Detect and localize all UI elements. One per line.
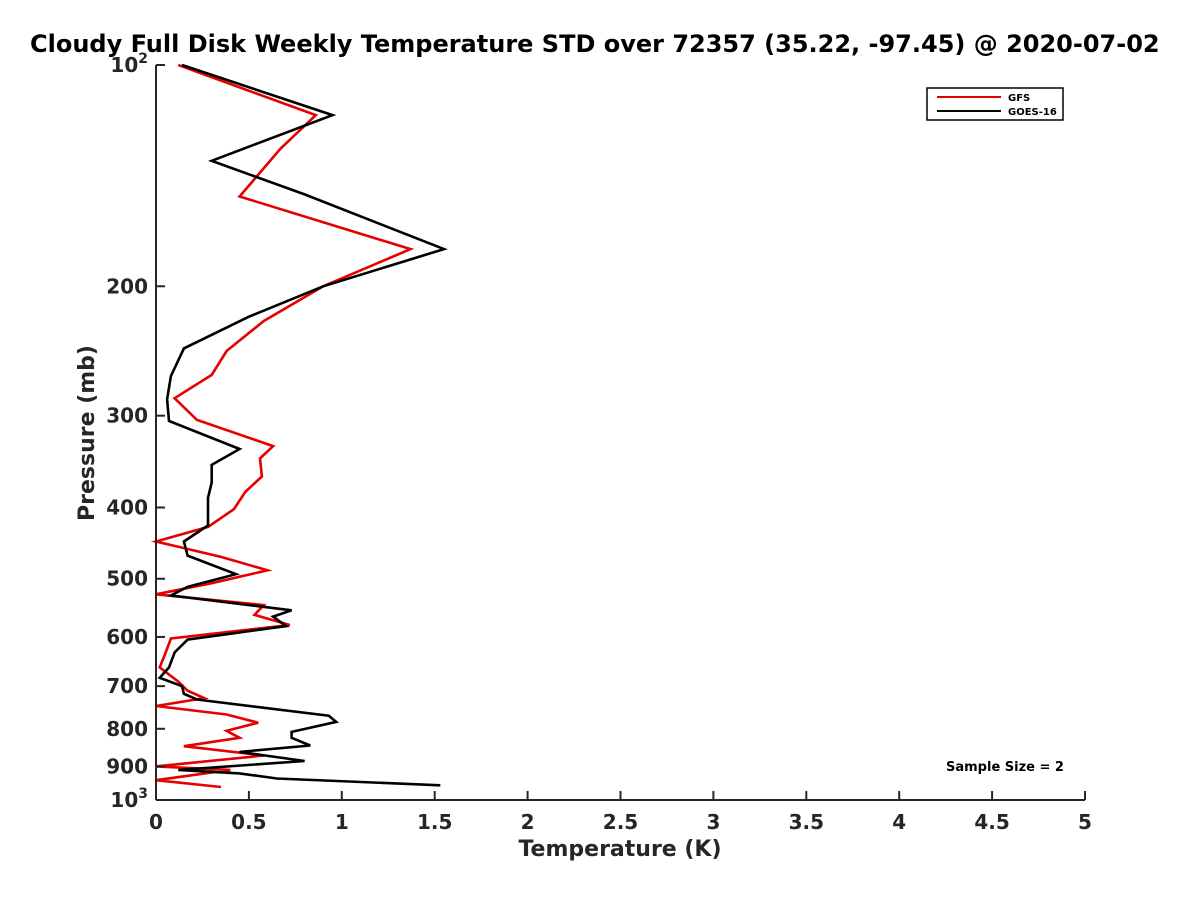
y-tick-label: 300 [106,404,148,428]
x-tick-label: 5 [1078,810,1092,834]
x-axis-label: Temperature (K) [518,837,721,862]
axes-layer [155,65,1085,801]
y-tick-label: 900 [106,754,148,778]
y-tick-label: 500 [106,567,148,591]
ticks-layer: 0 0.5 1 1.5 2 2.5 3 3.5 4 4.5 5 102 200 300 400 500 600 7… [106,51,1092,834]
x-tick-label: 1.5 [417,810,452,834]
legend-label-goes16: GOES-16 [1008,107,1057,118]
y-tick-label: 102 [110,51,148,77]
y-axis-label: Pressure (mb) [75,345,100,521]
y-tick-label: 400 [106,496,148,520]
x-tick-label: 2.5 [603,810,638,834]
x-tick-label: 4 [892,810,906,834]
series-line-gfs [150,63,415,789]
x-tick-label: 4.5 [974,810,1009,834]
legend-label-gfs: GFS [1008,93,1030,104]
x-tick-label: 3.5 [789,810,824,834]
y-tick-label: 103 [110,786,148,812]
y-tick-label: 700 [106,674,148,698]
x-tick-label: 2 [521,810,535,834]
x-tick-label: 3 [706,810,720,834]
y-tick-label: 600 [106,625,148,649]
x-tick-label: 0 [149,810,163,834]
sample-size-annotation: Sample Size = 2 [946,760,1064,775]
series-line-goes16 [157,63,448,787]
legend: GFS GOES-16 [926,87,1064,121]
x-tick-label: 0.5 [231,810,266,834]
series-layer [150,63,448,789]
y-tick-label: 200 [106,274,148,298]
x-tick-label: 1 [335,810,349,834]
y-tick-label: 800 [106,717,148,741]
chart-title: Cloudy Full Disk Weekly Temperature STD … [30,30,1160,58]
legend-box [926,87,1064,121]
